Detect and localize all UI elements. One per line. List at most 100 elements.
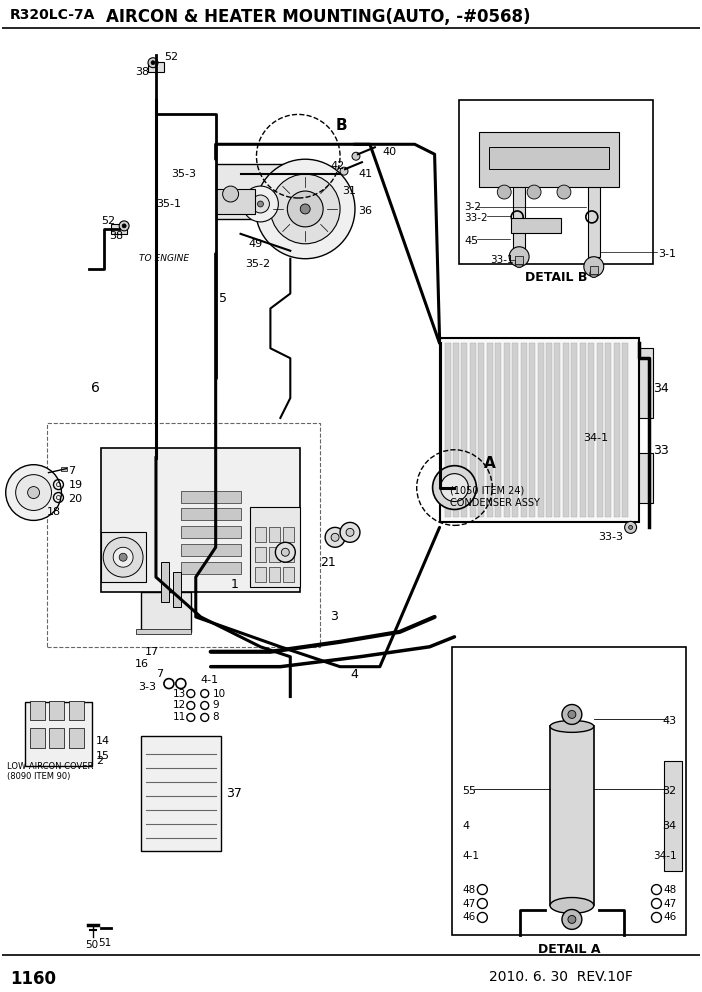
Text: 3-3: 3-3: [138, 682, 156, 691]
Text: 14: 14: [96, 736, 110, 746]
Bar: [69, 728, 84, 748]
Text: 4: 4: [350, 669, 358, 682]
Bar: [555, 343, 560, 518]
Text: 45: 45: [465, 236, 479, 246]
Bar: [639, 348, 654, 418]
Bar: [46, 423, 320, 647]
Text: 35-3: 35-3: [171, 169, 196, 180]
Bar: [181, 527, 241, 539]
Bar: [50, 728, 65, 748]
Ellipse shape: [550, 720, 594, 732]
Circle shape: [568, 916, 576, 924]
Bar: [62, 466, 67, 470]
Circle shape: [527, 186, 541, 199]
Bar: [181, 562, 241, 574]
Text: 37: 37: [225, 787, 241, 801]
Bar: [251, 508, 300, 587]
Text: 46: 46: [663, 913, 677, 923]
Text: 50: 50: [85, 940, 98, 950]
Text: 9: 9: [213, 700, 219, 710]
Bar: [460, 99, 654, 264]
Text: 48: 48: [663, 885, 677, 895]
Text: 35-2: 35-2: [246, 259, 271, 269]
Bar: [216, 165, 291, 219]
Text: 10: 10: [213, 688, 226, 698]
Bar: [521, 343, 526, 518]
Text: 33: 33: [654, 443, 669, 456]
Bar: [461, 343, 468, 518]
Bar: [588, 343, 595, 518]
Circle shape: [509, 247, 529, 267]
Bar: [546, 343, 552, 518]
Text: 42: 42: [331, 161, 345, 172]
Circle shape: [251, 195, 270, 213]
Text: 12: 12: [173, 700, 186, 710]
Text: 38: 38: [110, 231, 124, 241]
Circle shape: [27, 487, 39, 499]
Text: 34: 34: [662, 821, 677, 831]
Bar: [664, 761, 682, 871]
Bar: [111, 224, 127, 234]
Text: 55: 55: [463, 786, 477, 796]
Bar: [614, 343, 620, 518]
Text: 4-1: 4-1: [463, 851, 479, 861]
Text: 31: 31: [342, 186, 356, 196]
Text: 19: 19: [68, 479, 83, 490]
Text: 34-1: 34-1: [653, 851, 677, 861]
Bar: [29, 728, 44, 748]
Text: 40: 40: [383, 147, 397, 158]
Text: 5: 5: [218, 292, 227, 305]
Text: 3: 3: [330, 610, 338, 623]
Text: 47: 47: [663, 899, 677, 909]
Text: 2: 2: [96, 756, 103, 766]
Bar: [25, 701, 92, 766]
Circle shape: [497, 186, 511, 199]
Text: 43: 43: [662, 716, 677, 726]
Ellipse shape: [550, 898, 594, 914]
Bar: [486, 343, 493, 518]
Text: 38: 38: [135, 66, 149, 76]
Text: 48: 48: [463, 885, 476, 895]
Circle shape: [242, 186, 279, 222]
Bar: [141, 736, 220, 851]
Bar: [588, 137, 600, 257]
Text: 3-1: 3-1: [658, 249, 677, 259]
Circle shape: [441, 473, 468, 502]
Bar: [529, 343, 535, 518]
Text: DETAIL A: DETAIL A: [538, 942, 601, 955]
Bar: [571, 343, 577, 518]
Bar: [489, 147, 609, 170]
Bar: [284, 548, 294, 562]
Circle shape: [628, 526, 633, 530]
Circle shape: [122, 224, 126, 228]
Text: 6: 6: [91, 381, 100, 395]
Bar: [563, 343, 569, 518]
Circle shape: [562, 910, 582, 930]
Text: DETAIL B: DETAIL B: [525, 271, 588, 284]
Text: 1160: 1160: [10, 970, 55, 988]
Bar: [270, 567, 280, 582]
Circle shape: [258, 201, 263, 207]
Text: 17: 17: [145, 647, 159, 657]
Text: 33-1: 33-1: [491, 255, 514, 265]
Circle shape: [119, 554, 127, 561]
Bar: [513, 149, 525, 249]
Bar: [453, 647, 687, 935]
Bar: [444, 343, 451, 518]
Bar: [136, 629, 191, 634]
Bar: [605, 343, 611, 518]
Circle shape: [287, 191, 323, 227]
Bar: [453, 343, 459, 518]
Text: 32: 32: [662, 786, 677, 796]
Text: 20: 20: [68, 494, 83, 504]
Text: 41: 41: [358, 169, 372, 180]
Text: 8: 8: [213, 712, 219, 722]
Bar: [550, 726, 594, 906]
Text: 52: 52: [164, 52, 178, 62]
Circle shape: [103, 538, 143, 577]
Text: TO ENGINE: TO ENGINE: [139, 254, 189, 263]
Text: LOW AIRCON COVER: LOW AIRCON COVER: [7, 762, 93, 771]
Bar: [141, 592, 191, 632]
Text: B: B: [336, 118, 347, 133]
Text: 34: 34: [654, 382, 669, 395]
